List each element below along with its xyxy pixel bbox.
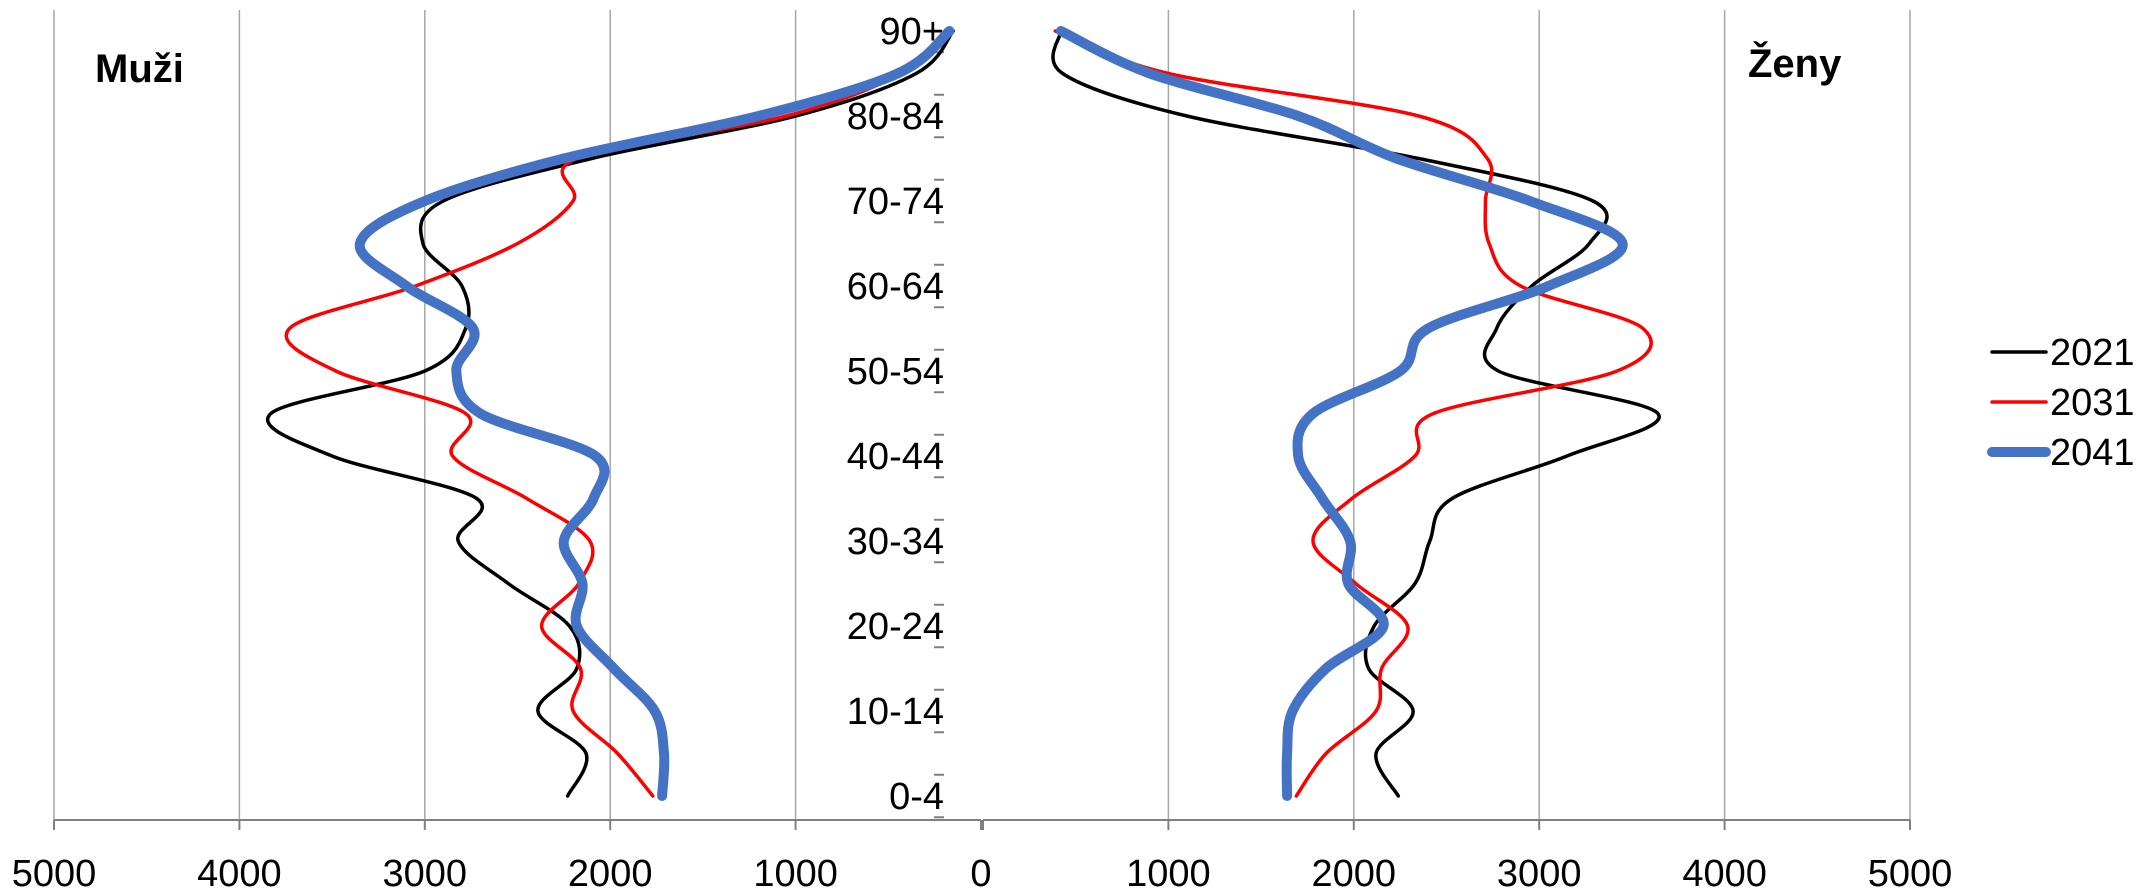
age-label: 30-34 xyxy=(847,521,944,563)
x-tick-label: 3000 xyxy=(383,853,468,889)
legend-label-2021: 2021 xyxy=(2050,332,2135,374)
age-label: 0-4 xyxy=(889,776,944,818)
series-line-zeny-2021 xyxy=(1051,29,1661,798)
x-tick-label: 5000 xyxy=(12,853,97,889)
x-tick-label: 4000 xyxy=(1682,853,1767,889)
legend-label-2041: 2041 xyxy=(2050,432,2135,474)
x-tick-label: 4000 xyxy=(197,853,282,889)
x-tick-label: 3000 xyxy=(1497,853,1582,889)
x-tick-label: 1000 xyxy=(753,853,838,889)
series-line-muzi-2041 xyxy=(354,26,955,801)
legend-label-2031: 2031 xyxy=(2050,382,2135,424)
x-tick-label: 0 xyxy=(970,853,991,889)
age-label: 40-44 xyxy=(847,436,944,478)
age-label: 60-64 xyxy=(847,266,944,308)
x-tick-label: 5000 xyxy=(1868,853,1953,889)
legend: 2021 2031 2041 xyxy=(1987,332,2135,474)
panel-title-zeny: Ženy xyxy=(1748,40,1842,86)
series-line-zeny-2041 xyxy=(1055,26,1628,801)
age-label: 50-54 xyxy=(847,351,944,393)
age-label: 20-24 xyxy=(847,606,944,648)
series-line-zeny-2031 xyxy=(1053,29,1653,798)
panel-title-muzi: Muži xyxy=(95,47,184,91)
x-tick-label: 2000 xyxy=(1312,853,1397,889)
gridlines xyxy=(53,10,1911,820)
age-label: 80-84 xyxy=(847,96,944,138)
age-label: 70-74 xyxy=(847,181,944,223)
age-label: 10-14 xyxy=(847,691,944,733)
x-tick-label: 2000 xyxy=(568,853,653,889)
axes: 5000 4000 3000 2000 1000 0 1000 2000 3000 4000 500… xyxy=(12,11,1953,889)
series-lines xyxy=(266,26,1661,801)
series-line-muzi-2021 xyxy=(266,29,955,798)
x-tick-label: 1000 xyxy=(1126,853,1211,889)
